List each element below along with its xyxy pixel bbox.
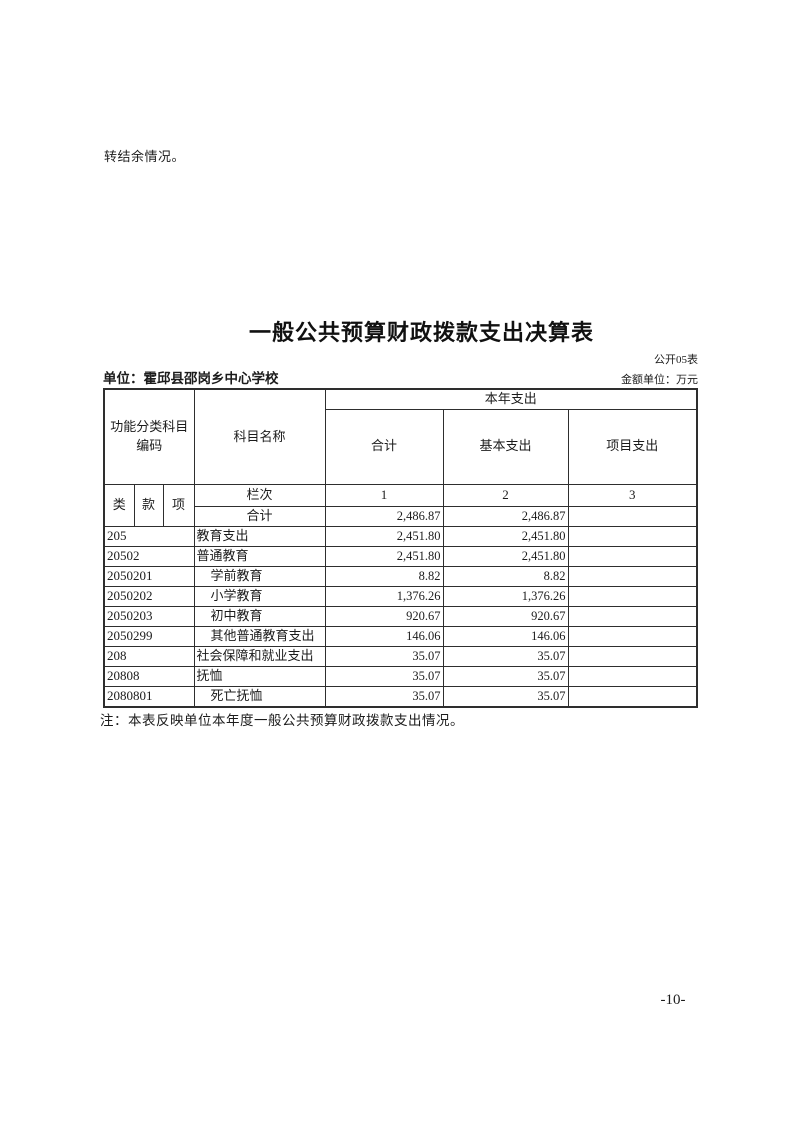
cell-total: 146.06 <box>324 625 444 647</box>
column-index-row: 类 款 项 栏次 1 2 3 <box>103 483 698 527</box>
unit-label: 单位：霍邱县邵岗乡中心学校 <box>103 371 279 386</box>
header-subject-name: 科目名称 <box>193 388 326 485</box>
table-row: 2050299 其他普通教育支出 146.06 146.06 <box>103 625 698 647</box>
header-current-year: 本年支出 <box>324 388 698 410</box>
total-row-basic: 2,486.87 <box>442 505 569 527</box>
carryover-text: 转结余情况。 <box>104 149 186 164</box>
header-project: 项目支出 <box>567 408 698 485</box>
table-row: 205 教育支出 2,451.80 2,451.80 <box>103 525 698 547</box>
cell-project <box>567 565 698 587</box>
cell-code: 2050202 <box>103 585 195 607</box>
cell-subject: 小学教育 <box>193 585 326 607</box>
cell-total: 920.67 <box>324 605 444 627</box>
table-header-row-2: 合计 基本支出 项目支出 <box>104 408 698 485</box>
header-total: 合计 <box>324 408 444 485</box>
cell-code: 2050299 <box>103 625 195 647</box>
cell-project <box>567 525 698 547</box>
page-title: 一般公共预算财政拨款支出决算表 <box>248 320 594 345</box>
cell-total: 35.07 <box>324 685 444 708</box>
cell-code: 2050203 <box>103 605 195 627</box>
total-row-project <box>567 505 698 527</box>
cell-total: 2,451.80 <box>324 525 444 547</box>
cell-project <box>567 665 698 687</box>
cell-project <box>567 625 698 647</box>
cell-subject: 初中教育 <box>193 605 326 627</box>
cell-code: 20808 <box>103 665 195 687</box>
cell-basic: 35.07 <box>442 665 569 687</box>
total-row-total: 2,486.87 <box>324 505 444 527</box>
cell-code: 20502 <box>103 545 195 567</box>
cell-project <box>567 645 698 667</box>
table-row: 20502 普通教育 2,451.80 2,451.80 <box>103 545 698 567</box>
cell-total: 2,451.80 <box>324 545 444 567</box>
cell-project <box>567 605 698 627</box>
amount-unit-label: 金额单位：万元 <box>621 374 698 386</box>
cell-subject: 死亡抚恤 <box>193 685 326 708</box>
cell-basic: 8.82 <box>442 565 569 587</box>
cell-subject: 学前教育 <box>193 565 326 587</box>
form-code-label: 公开05表 <box>654 354 698 366</box>
header-basic: 基本支出 <box>442 408 569 485</box>
cell-total: 35.07 <box>324 645 444 667</box>
table-row: 208 社会保障和就业支出 35.07 35.07 <box>103 645 698 667</box>
table-row: 2050201 学前教育 8.82 8.82 <box>103 565 698 587</box>
table-row: 2050203 初中教育 920.67 920.67 <box>103 605 698 627</box>
cell-code: 2050201 <box>103 565 195 587</box>
cell-code: 205 <box>103 525 195 547</box>
column-index-1: 1 <box>324 483 444 507</box>
table-row: 2050202 小学教育 1,376.26 1,376.26 <box>103 585 698 607</box>
cell-basic: 2,451.80 <box>442 545 569 567</box>
cell-basic: 1,376.26 <box>442 585 569 607</box>
table-note: 注：本表反映单位本年度一般公共预算财政拨款支出情况。 <box>100 713 464 728</box>
cell-subject: 其他普通教育支出 <box>193 625 326 647</box>
header-section: 款 <box>133 483 164 527</box>
table-row: 20808 抚恤 35.07 35.07 <box>103 665 698 687</box>
cell-basic: 35.07 <box>442 685 569 708</box>
table-row: 2080801 死亡抚恤 35.07 35.07 <box>103 685 698 708</box>
cell-project <box>567 545 698 567</box>
table-header-row-1: 功能分类科目编码 科目名称 本年支出 <box>103 388 698 485</box>
cell-project <box>567 585 698 607</box>
header-lanci: 栏次 <box>193 483 326 507</box>
cell-basic: 146.06 <box>442 625 569 647</box>
cell-basic: 35.07 <box>442 645 569 667</box>
cell-code: 208 <box>103 645 195 667</box>
cell-total: 8.82 <box>324 565 444 587</box>
cell-subject: 教育支出 <box>193 525 326 547</box>
cell-code: 2080801 <box>103 685 195 708</box>
header-code-group: 功能分类科目编码 <box>103 388 195 485</box>
cell-subject: 社会保障和就业支出 <box>193 645 326 667</box>
cell-subject: 普通教育 <box>193 545 326 567</box>
header-item: 项 <box>162 483 195 527</box>
header-class: 类 <box>103 483 135 527</box>
grand-total-row: 合计 2,486.87 2,486.87 <box>104 505 698 527</box>
budget-table: 功能分类科目编码 科目名称 本年支出 合计 基本支出 项目支出 类 款 项 栏次… <box>103 388 699 708</box>
column-index-2: 2 <box>442 483 569 507</box>
cell-basic: 2,451.80 <box>442 525 569 547</box>
page-number: -10- <box>660 992 686 1008</box>
cell-total: 1,376.26 <box>324 585 444 607</box>
cell-total: 35.07 <box>324 665 444 687</box>
column-index-3: 3 <box>567 483 698 507</box>
cell-basic: 920.67 <box>442 605 569 627</box>
cell-project <box>567 685 698 708</box>
total-row-label: 合计 <box>193 505 326 527</box>
cell-subject: 抚恤 <box>193 665 326 687</box>
